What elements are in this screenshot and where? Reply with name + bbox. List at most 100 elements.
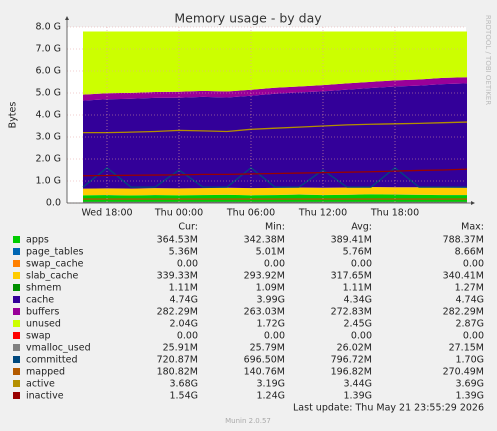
stat-value: 5.76M [343, 247, 372, 258]
stat-value: 0.00 [264, 259, 285, 270]
area [83, 77, 467, 101]
stat-value: 5.36M [169, 247, 198, 258]
stat-value: 1.72G [256, 319, 285, 330]
stat-value: 0.00 [351, 259, 372, 270]
stat-value: 263.03M [244, 307, 285, 318]
legend-swatch [13, 356, 20, 363]
line [83, 121, 468, 134]
legend-label: inactive [26, 391, 64, 402]
side-text: RRDTOOL / TOBI OETIKER [484, 15, 492, 105]
legend-swatch [13, 368, 20, 375]
stat-value: 1.11M [169, 283, 198, 294]
stat-value: 270.49M [443, 367, 484, 378]
stat-value: 788.37M [443, 235, 484, 246]
legend-label: active [26, 379, 55, 390]
y-tick-label: 5.0 G [36, 88, 62, 99]
plot [82, 31, 468, 204]
stat-value: 4.34G [343, 295, 372, 306]
y-axis-label: Bytes [8, 102, 19, 129]
legend-label: swap [26, 331, 51, 342]
stat-header: Avg: [351, 222, 372, 233]
stat-value: 1.39G [455, 391, 484, 402]
stat-value: 2.04G [169, 319, 198, 330]
x-tick-label: Thu 12:00 [298, 208, 347, 219]
y-tick-label: 3.0 G [36, 132, 62, 143]
stat-value: 293.92M [244, 271, 285, 282]
x-tick-label: Wed 18:00 [81, 208, 132, 219]
stat-value: 0.00 [351, 331, 372, 342]
stat-value: 340.41M [443, 271, 484, 282]
stat-value: 180.82M [157, 367, 198, 378]
stat-value: 282.29M [157, 307, 198, 318]
stat-header: Max: [461, 222, 484, 233]
stat-value: 1.39G [343, 391, 372, 402]
stat-value: 8.66M [455, 247, 484, 258]
y-tick-label: 2.0 G [36, 154, 62, 165]
stat-value: 3.99G [256, 295, 285, 306]
stat-value: 3.44G [343, 379, 372, 390]
stat-value: 2.45G [343, 319, 372, 330]
x-tick-label: Thu 18:00 [370, 208, 419, 219]
stat-value: 342.38M [244, 235, 285, 246]
stat-value: 5.01M [256, 247, 285, 258]
legend-swatch [13, 308, 20, 315]
legend-label: apps [26, 235, 49, 246]
stat-value: 4.74G [169, 295, 198, 306]
legend-label: page_tables [26, 247, 84, 258]
stat-value: 1.24G [256, 391, 285, 402]
legend-label: slab_cache [26, 271, 78, 282]
legend-swatch [13, 332, 20, 339]
stat-value: 26.02M [337, 343, 372, 354]
stat-value: 3.68G [169, 379, 198, 390]
last-update: Last update: Thu May 21 23:55:29 2026 [293, 403, 484, 414]
legend-swatch [13, 284, 20, 291]
y-tick-label: 7.0 G [36, 44, 62, 55]
legend-swatch [13, 380, 20, 387]
chart-title: Memory usage - by day [174, 11, 322, 26]
legend: Cur: Min: Avg: Max: apps 364.53M 342.38M 389.41… [13, 222, 484, 402]
stat-value: 25.79M [250, 343, 285, 354]
legend-swatch [13, 260, 20, 267]
stat-value: 3.19G [256, 379, 285, 390]
legend-swatch [13, 236, 20, 243]
y-tick-label: 1.0 G [36, 176, 62, 187]
stat-value: 27.15M [449, 343, 484, 354]
stat-value: 696.50M [244, 355, 285, 366]
legend-label: unused [26, 319, 61, 330]
legend-label: cache [26, 295, 54, 306]
stat-value: 3.69G [455, 379, 484, 390]
legend-swatch [13, 320, 20, 327]
stat-value: 0.00 [177, 331, 198, 342]
stat-value: 0.00 [177, 259, 198, 270]
stat-value: 272.83M [331, 307, 372, 318]
stat-value: 2.87G [455, 319, 484, 330]
x-tick-label: Thu 06:00 [226, 208, 275, 219]
area [83, 83, 467, 189]
y-tick-label: 0.0 [46, 198, 61, 209]
stat-value: 1.54G [169, 391, 198, 402]
legend-swatch [13, 344, 20, 351]
line [82, 168, 468, 177]
stat-header: Cur: [178, 222, 198, 233]
legend-label: buffers [26, 307, 59, 318]
legend-swatch [13, 272, 20, 279]
stat-value: 0.00 [463, 331, 484, 342]
legend-swatch [13, 296, 20, 303]
legend-label: shmem [26, 283, 61, 294]
x-tick-label: Thu 00:00 [154, 208, 203, 219]
legend-label: swap_cache [26, 259, 84, 270]
legend-swatch [13, 248, 20, 255]
stat-value: 389.41M [331, 235, 372, 246]
legend-swatch [13, 392, 20, 399]
footer: Munin 2.0.57 [225, 417, 271, 425]
stat-value: 364.53M [157, 235, 198, 246]
stat-header: Min: [265, 222, 285, 233]
legend-label: committed [26, 355, 78, 366]
legend-label: mapped [26, 367, 65, 378]
stat-value: 0.00 [463, 259, 484, 270]
stat-value: 0.00 [264, 331, 285, 342]
stat-value: 4.74G [455, 295, 484, 306]
stat-value: 282.29M [443, 307, 484, 318]
y-tick-label: 6.0 G [36, 66, 62, 77]
